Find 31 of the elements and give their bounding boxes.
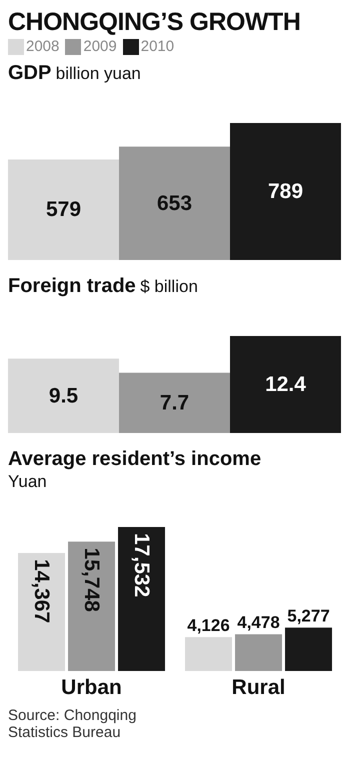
x-tick-label: Urban <box>61 676 122 699</box>
data-label: 9.5 <box>48 384 78 408</box>
data-label: 12.4 <box>265 373 306 396</box>
legend-label: 2008 <box>26 38 60 55</box>
data-label: 15,748 <box>80 548 104 612</box>
chart-title: Foreign trade <box>8 275 136 297</box>
bar <box>68 542 116 671</box>
y-axis-title: billion yuan <box>56 64 141 83</box>
bar <box>235 634 282 671</box>
source-note: Source: Chongqing Statistics Bureau <box>8 707 138 741</box>
bar <box>118 527 166 671</box>
data-label: 14,367 <box>30 558 54 624</box>
data-label: 789 <box>268 180 304 203</box>
x-tick-label: Rural <box>232 676 286 699</box>
data-label: 653 <box>156 192 192 215</box>
legend-label: 2010 <box>140 38 174 55</box>
chart-title: CHONGQING’S GROWTH <box>8 8 302 36</box>
legend-label: 2009 <box>83 38 117 55</box>
bar <box>285 628 332 671</box>
bar <box>185 637 232 671</box>
y-axis-title: $ billion <box>140 277 198 296</box>
data-label: 4,478 <box>237 613 280 632</box>
data-label: 17,532 <box>130 533 154 598</box>
data-label: 579 <box>46 198 82 222</box>
y-axis-title: Yuan <box>8 472 48 491</box>
data-label: 5,277 <box>287 606 330 626</box>
data-label: 4,126 <box>187 616 230 636</box>
bar <box>18 552 66 671</box>
chart-title: Average resident’s income <box>8 448 262 470</box>
data-label: 7.7 <box>160 391 190 414</box>
chart-subtitle: GDP <box>8 62 52 84</box>
